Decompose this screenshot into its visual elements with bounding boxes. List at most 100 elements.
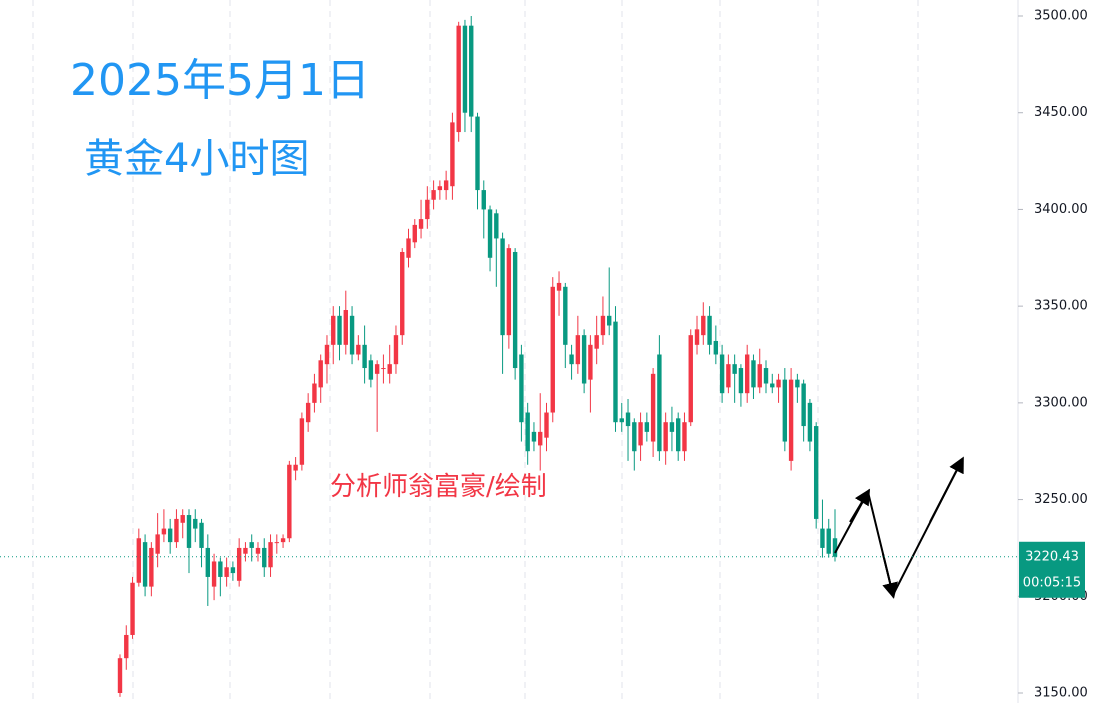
candle-body [763,368,769,384]
candle-body [613,321,618,423]
candle-body [575,335,581,365]
candle-body [374,364,380,374]
candle-body [594,335,599,349]
candle-body [795,379,800,388]
candle-body [230,567,236,574]
candle-body [324,344,330,365]
candle-body [174,518,179,543]
candle-body [738,368,744,394]
candle-body [406,238,411,258]
y-tick-label: 3150.00 [1034,686,1088,701]
candle-body [713,340,719,355]
candle-body [337,315,342,345]
candle-body [180,515,185,523]
candle-body [124,634,129,659]
candle-body [801,383,806,427]
y-tick-label: 3450.00 [1034,105,1088,120]
countdown: 00:05:15 [1023,575,1081,590]
candles [117,16,838,697]
candle-body [255,547,261,554]
candle-body [813,426,819,519]
candle-body [726,364,731,388]
candle-body [538,431,543,446]
candle-body [751,360,756,388]
candle-body [782,379,788,442]
candle-body [550,286,555,413]
candle-body [431,190,436,200]
candle-body [142,542,148,587]
candle-body [243,547,248,554]
candle-body [312,383,317,403]
candle-body [632,422,637,452]
candle-body [393,335,399,365]
projection-path [834,459,963,598]
candle-body [494,213,499,239]
candle-body [807,402,813,442]
candle-body [456,25,461,133]
candle-body [744,354,750,394]
candle-body [676,418,681,452]
chart-title: 2025年5月1日 [70,55,370,106]
candle-body [205,547,211,577]
candle-body [556,282,562,291]
candle-body [719,354,725,394]
candle-body [669,422,675,432]
candle-body [299,418,305,465]
candle-body [487,209,493,258]
candle-body [826,528,831,554]
candle-body [218,561,223,577]
candle-body [506,248,512,336]
candle-body [500,238,505,336]
candle-body [650,373,656,442]
arrow [929,456,964,523]
candle-body [544,412,549,438]
candle-body [581,335,587,384]
candle-body [287,464,292,539]
arrow [849,488,871,523]
candle-body [657,354,662,452]
candle-body [117,658,123,693]
candle-body [224,567,229,577]
candle-body [682,422,687,452]
candle-body [707,315,712,345]
candle-body [280,538,286,543]
candle-body [331,315,336,345]
candle-body [236,547,242,581]
candle-body [788,379,794,461]
candle-body [305,402,311,423]
candle-body [776,379,781,388]
candle-body [136,538,142,583]
candle-body [199,522,204,548]
candle-body [600,315,606,336]
candle-body [694,329,700,345]
candle-body [368,360,374,380]
candle-body [462,25,468,113]
candle-body [732,364,737,374]
candle-body [412,224,417,243]
y-tick-label: 3250.00 [1034,492,1088,507]
y-tick-label: 3350.00 [1034,299,1088,314]
candle-body [481,190,486,210]
candle-body [130,582,135,635]
candle-body [387,364,392,374]
candle-body [418,219,424,229]
candle-body [770,383,775,388]
y-tick-label: 3300.00 [1034,395,1088,410]
candle-body [832,538,838,557]
candle-body [519,354,524,423]
candle-body [318,360,323,388]
candle-body [663,422,668,452]
candle-body [563,286,568,345]
candle-body [569,354,574,365]
candle-body [293,464,298,471]
price-tag [1019,541,1085,598]
candle-body [475,116,480,191]
candle-body [155,534,160,554]
candle-body [588,344,593,380]
candle-body [262,547,267,568]
candle-body [161,528,167,535]
candle-body [701,315,706,336]
candle-body [274,542,279,544]
candle-body [644,422,650,432]
candle-body [425,199,430,220]
